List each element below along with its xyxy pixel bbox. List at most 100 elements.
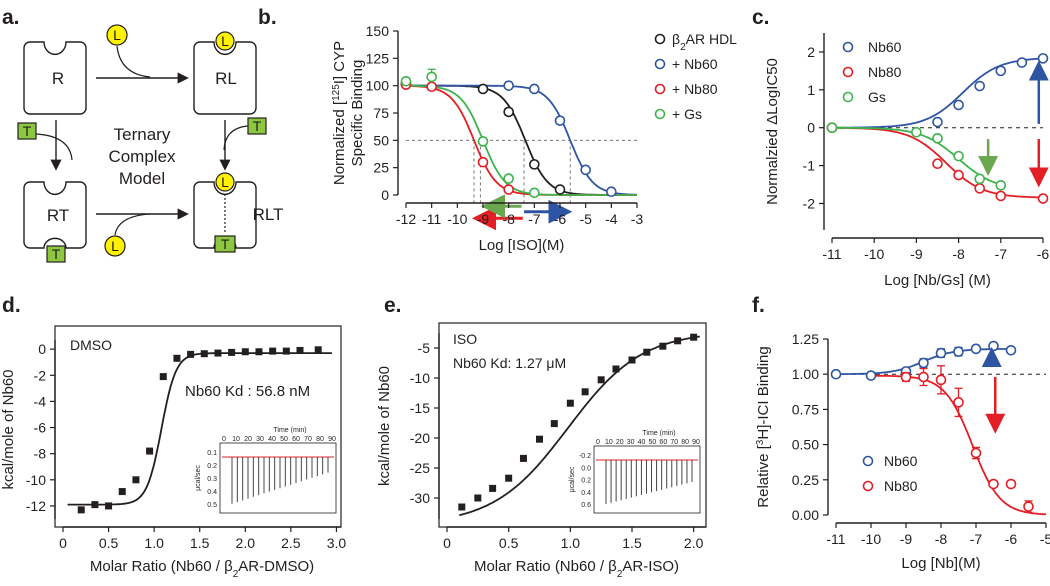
f-y-axis-label: Relative [3H]-ICI Binding: [755, 346, 773, 507]
panel-label-d: d.: [2, 294, 21, 317]
f-x-tick-label: -5: [1040, 531, 1050, 547]
d-x-tick-label: 0.5: [99, 535, 119, 551]
c-x-axis-label: Log [Nb/Gs] (M): [884, 272, 991, 289]
d-y-tick-label: -2: [34, 367, 47, 383]
d-inset-y-label: μcal/sec: [195, 465, 202, 491]
d-data-point: [314, 346, 322, 354]
binding-curve-bottom: [114, 213, 151, 236]
b-data-point: [426, 71, 437, 83]
b-x-tick-label: -6: [554, 211, 567, 227]
c-x-tick-label: -10: [864, 246, 884, 262]
e-condition-label: ISO: [453, 331, 477, 347]
d-y-axis-label: kcal/mole of Nb60: [0, 369, 17, 489]
e-inset-x-tick: 80: [681, 439, 689, 446]
d-y-tick-label: -12: [26, 498, 46, 514]
d-y-tick-label: -6: [34, 420, 47, 436]
c-x-tick-label: -6: [1037, 246, 1050, 262]
f-legend: Nb60 Nb80: [862, 453, 918, 494]
f-data-point: [935, 347, 947, 359]
f-data-point: [865, 370, 877, 381]
b-data-point: [503, 106, 514, 118]
c-y-tick-label: -2: [803, 195, 816, 211]
receptor-RT: [23, 181, 87, 249]
e-x-axis-label: Molar Ratio (Nb60 / β2AR-ISO): [474, 558, 679, 580]
d-inset-x-tick: 70: [304, 436, 312, 443]
b-legend-marker: [654, 83, 666, 95]
f-x-axis-label: Log [Nb](M): [901, 555, 980, 572]
b-data-point: [503, 80, 514, 91]
e-inset-y-tick: 0.2: [581, 478, 591, 485]
f-data-point: [953, 346, 964, 357]
d-y-tick-label: -10: [26, 472, 46, 488]
d-inset-x-tick: 30: [256, 436, 264, 443]
c-data-point: [953, 150, 964, 162]
e-data-point: [597, 376, 605, 384]
d-data-point: [146, 447, 154, 455]
b-legend-entry: + Nb80: [672, 81, 718, 97]
d-y-tick-label: -4: [34, 393, 47, 409]
panel-label-b: b.: [258, 6, 277, 29]
c-data-point: [911, 126, 922, 138]
d-data-point: [282, 347, 290, 355]
f-x-tick-label: -11: [826, 531, 845, 547]
e-x-tick-label: 1.5: [622, 535, 642, 551]
chart-b-competition-binding: -12 -11 -10 -9 -8 -7 -6 -5 -4 -30255075100125150 …: [331, 23, 738, 254]
b-data-point: [529, 159, 540, 170]
d-inset-x-tick: 10: [232, 436, 240, 443]
c-data-point: [1016, 57, 1028, 68]
label-R: R: [52, 69, 64, 88]
b-data-point: [503, 173, 514, 184]
b-y-tick-label: 125: [366, 50, 390, 66]
e-y-tick-label: -15: [410, 400, 430, 416]
d-data-point: [200, 350, 208, 358]
d-data-point: [105, 502, 113, 510]
c-y-tick-label: 0: [807, 120, 815, 136]
f-y-tick-label: 0.50: [792, 437, 819, 453]
c-x-tick-label: -8: [952, 246, 965, 262]
f-legend-entry: Nb60: [884, 453, 918, 469]
f-legend-entry: Nb80: [884, 478, 918, 494]
b-data-point: [529, 83, 540, 95]
e-inset-x-tick: 20: [616, 439, 624, 446]
e-inset-x-tick: 40: [638, 439, 646, 446]
e-data-point: [581, 388, 589, 396]
e-y-tick-label: -10: [410, 370, 430, 386]
e-data-point: [519, 454, 527, 462]
b-data-point: [477, 136, 489, 147]
ligand-label: L: [113, 27, 121, 43]
e-data-point: [674, 337, 682, 345]
c-legend: Nb60 Nb80 Gs: [842, 39, 902, 105]
b-y-tick-label: 100: [366, 78, 390, 94]
e-kd-annotation: Nb60 Kd: 1.27 μM: [453, 355, 566, 371]
d-data-point: [241, 348, 249, 356]
e-data-point: [474, 494, 482, 502]
c-data-point: [974, 183, 986, 194]
c-data-point: [826, 122, 838, 134]
d-inset-title: Time (min): [273, 427, 306, 434]
d-x-tick-label: 1.5: [190, 535, 210, 551]
transducer-bound-RT: [46, 245, 66, 263]
d-data-point: [118, 488, 126, 496]
ligand-bound-RLT: [215, 172, 235, 192]
e-inset-x-tick: 60: [659, 439, 667, 446]
e-data-point: [550, 420, 558, 428]
transducer-bound-RLT: [214, 235, 236, 253]
e-data-point: [566, 399, 574, 407]
e-data-point: [690, 333, 698, 341]
f-data-point: [1023, 501, 1034, 512]
d-data-point: [132, 476, 140, 484]
b-x-tick-label: -8: [502, 211, 515, 227]
b-data-point: [529, 187, 540, 199]
panel-label-a: a.: [2, 6, 20, 29]
f-data-point: [900, 371, 912, 383]
c-y-tick-label: -1: [803, 158, 816, 174]
b-legend-marker: [654, 108, 666, 120]
transducer-label: T: [23, 123, 32, 139]
b-y-tick-label: 25: [373, 160, 389, 176]
f-data-point: [935, 374, 947, 386]
b-x-tick-label: -11: [422, 211, 441, 227]
b-x-tick-label: -4: [605, 211, 618, 227]
c-legend-marker: [842, 91, 854, 103]
